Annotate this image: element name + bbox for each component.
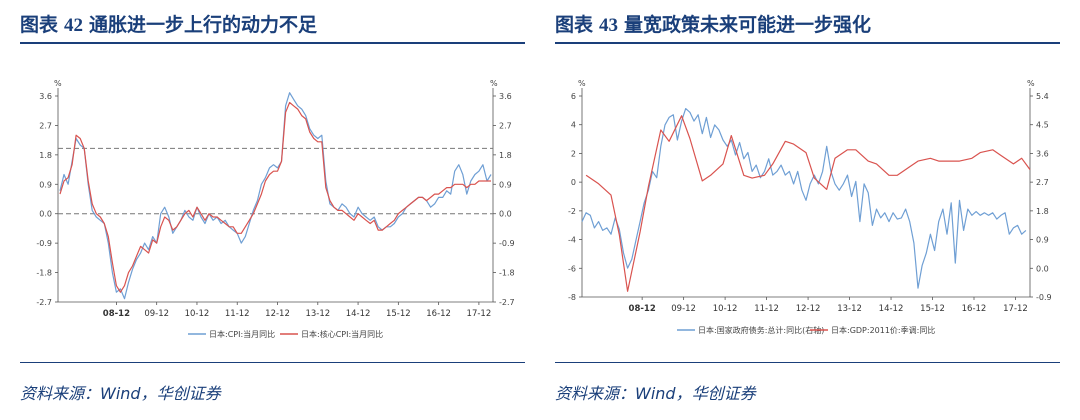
y-tick-label-left: -2.7 bbox=[36, 298, 52, 307]
legend-label: 日本:国家政府债务:总计:同比(右轴) bbox=[698, 325, 824, 335]
y-tick-label-right: 3.6 bbox=[499, 92, 512, 101]
y-unit-left: % bbox=[578, 79, 586, 88]
title-underline bbox=[555, 42, 1060, 44]
figure-number: 42 bbox=[64, 15, 84, 36]
legend-label: 日本:GDP:2011价:季调:同比 bbox=[831, 325, 935, 335]
x-tick-label: 08-12 bbox=[103, 309, 130, 319]
debt-gdp-line-chart: % %6420-2-4-6-85.44.53.62.71.80.90.0-0.90… bbox=[568, 79, 1052, 335]
y-tick-label-right: -2.7 bbox=[499, 298, 515, 307]
x-tick-label: 17-12 bbox=[467, 309, 492, 319]
y-tick-label-left: -4 bbox=[568, 236, 576, 245]
y-tick-label-left: 6 bbox=[571, 92, 576, 101]
y-tick-label-left: 3.6 bbox=[39, 92, 52, 101]
y-tick-label-right: 0.9 bbox=[1036, 236, 1049, 245]
legend-label: 日本:CPI:当月同比 bbox=[209, 329, 275, 339]
y-tick-label-right: -1.8 bbox=[499, 269, 515, 278]
chart-bottom-rule bbox=[555, 362, 1060, 363]
x-tick-label: 11-12 bbox=[754, 304, 779, 314]
y-tick-label-right: 2.7 bbox=[499, 121, 512, 130]
chart-bottom-rule bbox=[20, 362, 525, 363]
x-tick-label: 16-12 bbox=[426, 309, 451, 319]
source-note: 资料来源：Wind，华创证券 bbox=[555, 384, 756, 403]
figure-label: 图表 bbox=[20, 14, 59, 36]
x-tick-label: 09-12 bbox=[671, 304, 696, 314]
figure-42-panel: 图表 42 通胀进一步上行的动力不足 %% 3.6 2.7 1.8 0.9 0.0 -0.9 -1… bbox=[20, 0, 540, 420]
y-tick-label-left: 1.8 bbox=[39, 151, 52, 160]
y-tick-label-left: 0 bbox=[571, 178, 576, 187]
series-line-1 bbox=[581, 107, 1027, 289]
y-tick-label-right: 0.0 bbox=[499, 210, 512, 219]
legend-label: 日本:核心CPI:当月同比 bbox=[301, 329, 383, 339]
y-tick-label-right: 2.7 bbox=[1036, 178, 1049, 187]
series-line-1 bbox=[59, 92, 492, 300]
y-tick-label-left: -6 bbox=[568, 264, 576, 273]
y-tick-label-left: -0.9 bbox=[36, 239, 52, 248]
y-tick-label-right: 1.8 bbox=[499, 151, 512, 160]
y-tick-label-right: 0.9 bbox=[499, 180, 512, 189]
figure-title-text: 量宽政策未来可能进一步强化 bbox=[624, 14, 872, 36]
x-tick-label: 17-12 bbox=[1003, 304, 1028, 314]
y-unit-left: % bbox=[54, 79, 62, 88]
y-tick-label-right: 5.4 bbox=[1036, 92, 1049, 101]
y-unit-right: % bbox=[1027, 79, 1035, 88]
figure-title: 图表 43 量宽政策未来可能进一步强化 bbox=[555, 10, 871, 37]
y-tick-label-left: 4 bbox=[571, 121, 576, 130]
source-note: 资料来源：Wind，华创证券 bbox=[20, 384, 221, 403]
x-tick-label: 10-12 bbox=[713, 304, 738, 314]
y-tick-label-left: 2.7 bbox=[39, 121, 52, 130]
x-tick-label: 15-12 bbox=[386, 309, 411, 319]
cpi-line-chart: % %3.62.71.80.90.0-0.9-1.8-2.73.62.71.80.… bbox=[36, 79, 515, 339]
figure-43-panel: 图表 43 量宽政策未来可能进一步强化 %% 6 4 2 0 -2 -4 -6 -8 5.4 4.5 3.… bbox=[555, 0, 1075, 420]
y-tick-label-left: 0.9 bbox=[39, 180, 52, 189]
series-line-2 bbox=[59, 101, 491, 293]
x-tick-label: 09-12 bbox=[144, 309, 169, 319]
y-tick-label-right: -0.9 bbox=[499, 239, 515, 248]
x-tick-label: 14-12 bbox=[879, 304, 904, 314]
series-line-2 bbox=[585, 115, 1031, 292]
figure-title-text: 通胀进一步上行的动力不足 bbox=[89, 14, 318, 36]
y-tick-label-left: -8 bbox=[568, 293, 576, 302]
x-tick-label: 12-12 bbox=[265, 309, 290, 319]
x-tick-label: 13-12 bbox=[837, 304, 862, 314]
x-tick-label: 14-12 bbox=[346, 309, 371, 319]
y-tick-label-left: 2 bbox=[571, 149, 576, 158]
x-tick-label: 10-12 bbox=[185, 309, 210, 319]
y-tick-label-left: -2 bbox=[568, 207, 576, 216]
x-tick-label: 12-12 bbox=[796, 304, 821, 314]
x-tick-label: 11-12 bbox=[225, 309, 250, 319]
x-tick-label: 16-12 bbox=[962, 304, 987, 314]
y-tick-label-right: -0.9 bbox=[1036, 293, 1052, 302]
figure-title: 图表 42 通胀进一步上行的动力不足 bbox=[20, 10, 317, 37]
y-tick-label-right: 3.6 bbox=[1036, 149, 1049, 158]
y-unit-right: % bbox=[490, 79, 498, 88]
x-tick-label: 08-12 bbox=[629, 304, 656, 314]
x-tick-label: 15-12 bbox=[920, 304, 945, 314]
y-tick-label-left: 0.0 bbox=[39, 210, 52, 219]
title-underline bbox=[20, 42, 525, 44]
y-tick-label-right: 1.8 bbox=[1036, 207, 1049, 216]
figure-number: 43 bbox=[599, 15, 619, 36]
figure-label: 图表 bbox=[555, 14, 594, 36]
y-tick-label-left: -1.8 bbox=[36, 269, 52, 278]
x-tick-label: 13-12 bbox=[305, 309, 330, 319]
y-tick-label-right: 0.0 bbox=[1036, 264, 1049, 273]
y-tick-label-right: 4.5 bbox=[1036, 121, 1049, 130]
